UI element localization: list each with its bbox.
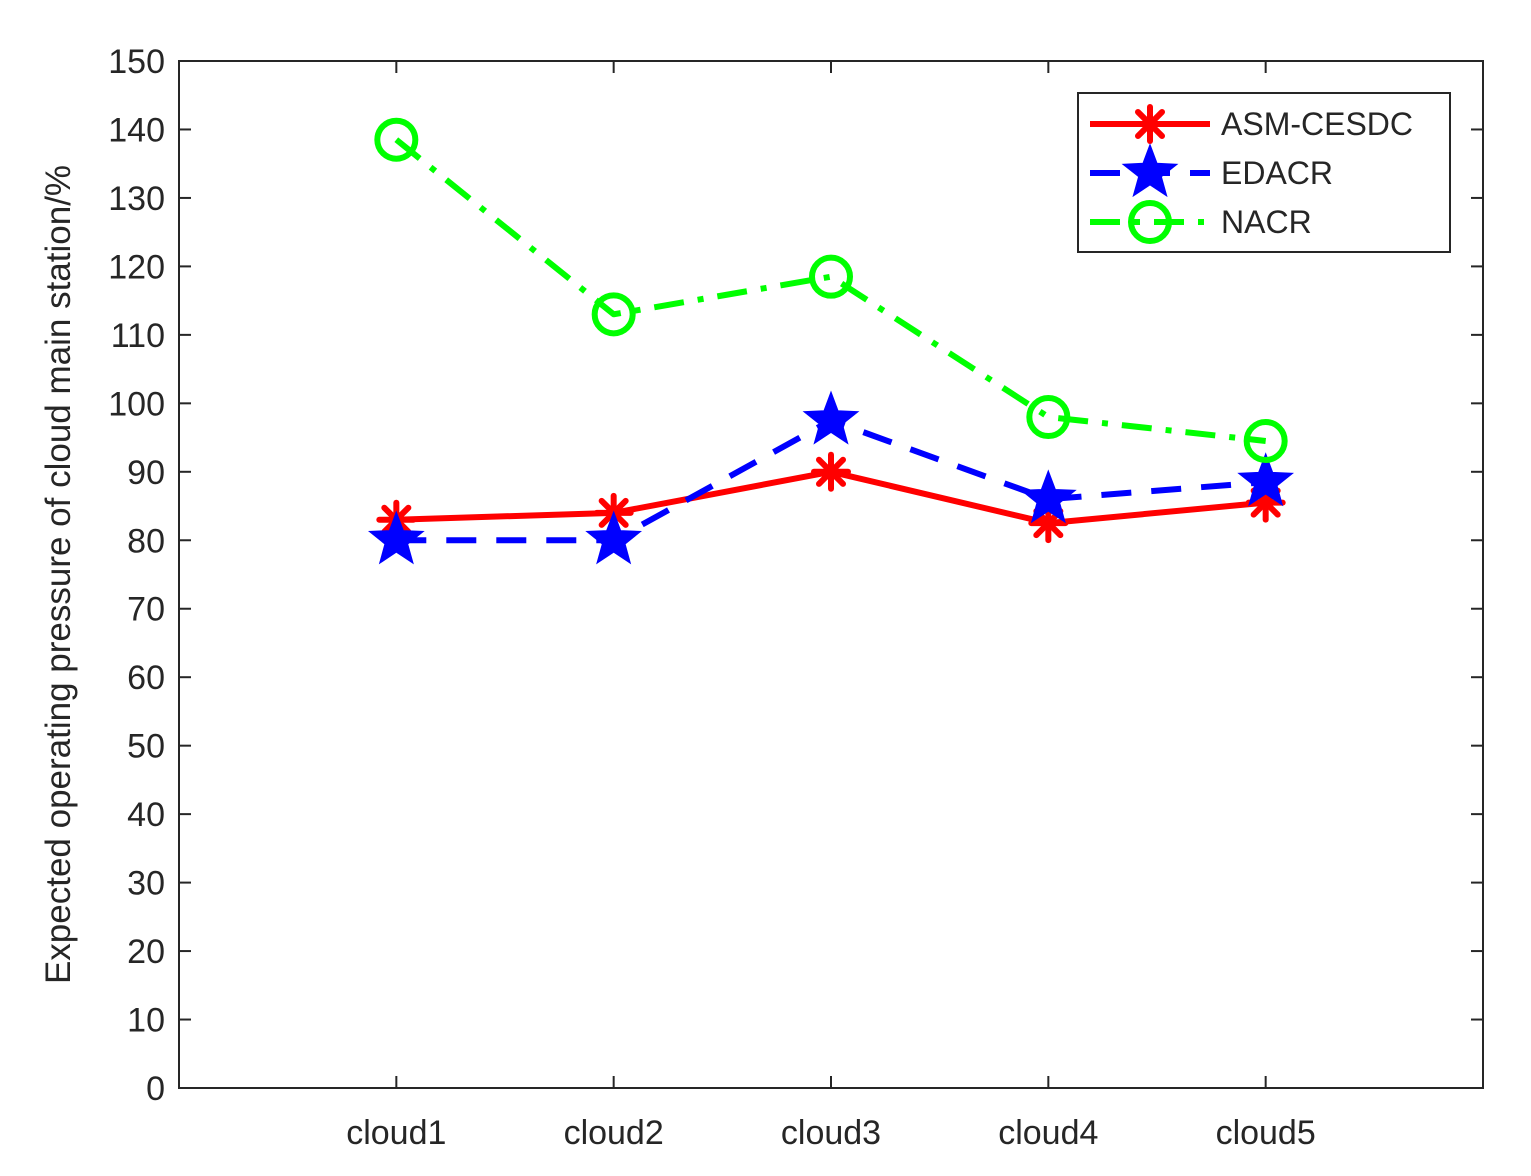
star-marker — [585, 510, 642, 565]
y-tick-label: 0 — [146, 1070, 165, 1108]
x-tick-label: cloud1 — [346, 1114, 446, 1152]
legend-label: ASM-CESDC — [1221, 106, 1413, 142]
y-tick-label: 110 — [111, 317, 165, 355]
legend: ASM-CESDC EDACR NACR — [1077, 92, 1451, 253]
y-tick-label: 60 — [127, 659, 165, 697]
asterisk-marker — [811, 451, 851, 492]
y-tick-label: 30 — [127, 865, 165, 903]
axes-layer: 0 10 20 30 40 50 60 70 80 90 100 110 120 130 140 150 clo… — [108, 43, 1484, 1152]
circle-marker — [1026, 395, 1071, 440]
y-tick-label: 130 — [108, 180, 165, 218]
y-tick-label: 150 — [108, 43, 165, 81]
y-tick-label: 50 — [127, 728, 165, 766]
star-marker — [1121, 143, 1179, 198]
y-tick-label: 100 — [108, 385, 165, 423]
star-marker — [1020, 469, 1077, 524]
y-tick-label: 70 — [127, 591, 165, 629]
x-tick-label: cloud5 — [1216, 1114, 1316, 1152]
legend-label: EDACR — [1221, 155, 1333, 191]
y-tick-label: 140 — [108, 111, 165, 149]
star-marker — [1237, 452, 1294, 507]
legend-item: EDACR — [1090, 143, 1333, 198]
series-layer — [368, 117, 1294, 565]
x-tick-label: cloud3 — [781, 1114, 881, 1152]
x-tick-label: cloud4 — [998, 1114, 1098, 1152]
y-tick-label: 20 — [127, 933, 165, 971]
circle-marker — [374, 117, 419, 162]
circle-marker — [1128, 200, 1172, 244]
y-tick-label: 10 — [127, 1002, 165, 1040]
y-tick-label: 40 — [127, 796, 165, 834]
y-tick-label: 120 — [108, 248, 165, 286]
y-tick-label: 90 — [127, 454, 165, 492]
x-tick-label: cloud2 — [564, 1114, 664, 1152]
legend-item: NACR — [1090, 200, 1312, 244]
circle-marker — [591, 292, 636, 337]
legend-item: ASM-CESDC — [1090, 104, 1413, 144]
y-axis-title: Expected operating pressure of cloud mai… — [39, 165, 78, 984]
circle-marker — [809, 254, 853, 299]
legend-label: NACR — [1221, 204, 1312, 240]
circle-marker — [1243, 418, 1288, 463]
star-marker — [368, 510, 425, 565]
y-tick-label: 80 — [127, 522, 165, 560]
asterisk-marker — [1130, 104, 1170, 144]
series-nacr — [374, 117, 1288, 463]
star-marker — [802, 390, 860, 445]
series-asm-cesdc — [376, 451, 1286, 544]
series-edacr — [368, 390, 1294, 565]
